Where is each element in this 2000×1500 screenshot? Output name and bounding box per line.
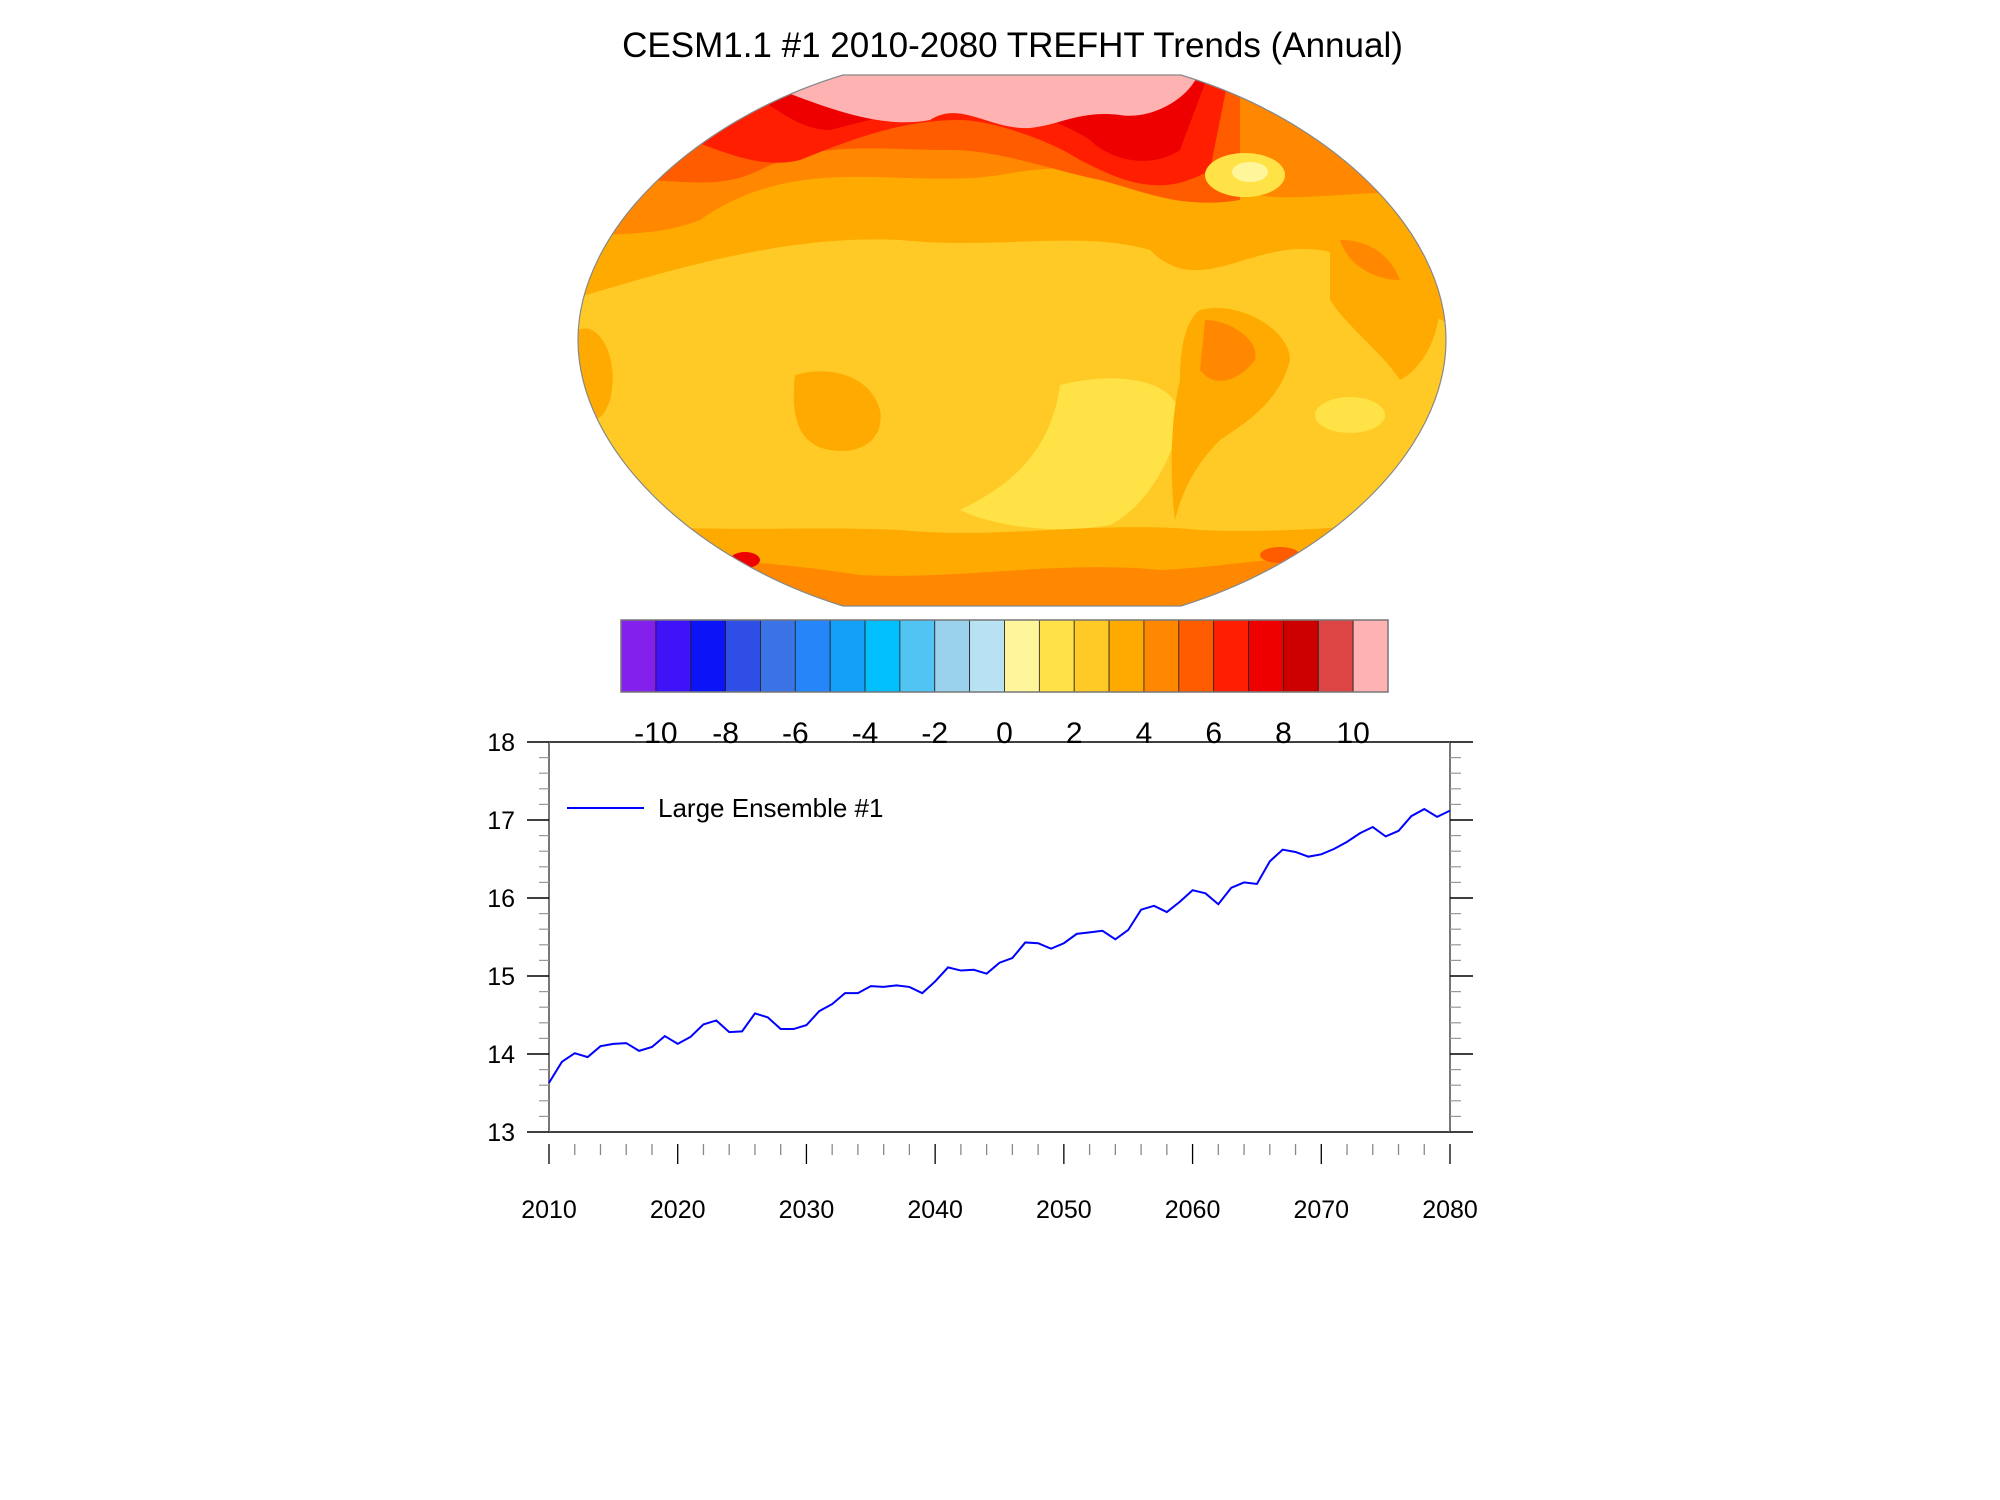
trend-map [578, 75, 1446, 606]
colorbar-box [1352, 619, 1389, 693]
y-tick-label: 18 [487, 729, 515, 757]
colorbar-tick-label: 4 [1136, 717, 1153, 750]
colorbar-box [1038, 619, 1075, 693]
y-tick-label: 15 [487, 963, 515, 991]
colorbar-box [1143, 619, 1180, 693]
colorbar-tick-label: 6 [1205, 717, 1222, 750]
x-tick-label: 2080 [1422, 1196, 1478, 1224]
x-tick-label: 2020 [650, 1196, 706, 1224]
colorbar-box [934, 619, 971, 693]
colorbar-box [1213, 619, 1249, 693]
colorbar-box [864, 619, 901, 693]
series-line [548, 807, 1451, 1084]
colorbar-box [1004, 619, 1040, 693]
y-tick-label: 14 [487, 1041, 515, 1069]
colorbar-box [620, 619, 657, 693]
colorbar: -10 -8 -6 -4 -2 0 2 4 6 8 10 [620, 619, 1389, 750]
map-outline [577, 74, 1447, 607]
colorbar-tick-label: -4 [852, 717, 879, 750]
colorbar-box [829, 619, 866, 693]
x-tick-label: 2070 [1293, 1196, 1349, 1224]
colorbar-box [1178, 619, 1215, 693]
figure-title: CESM1.1 #1 2010-2080 TREFHT Trends (Annu… [622, 26, 1403, 65]
colorbar-box [1108, 619, 1145, 693]
colorbar-tick-label: 2 [1066, 717, 1083, 750]
colorbar-box [655, 619, 692, 693]
legend-label: Large Ensemble #1 [658, 793, 883, 823]
y-tick-label: 13 [487, 1119, 515, 1147]
x-tick-label: 2050 [1036, 1196, 1092, 1224]
colorbar-tick-label: -2 [921, 717, 948, 750]
colorbar-tick-label: 0 [996, 717, 1013, 750]
colorbar-tick-label: 10 [1336, 717, 1369, 750]
colorbar-box [899, 619, 936, 693]
colorbar-box [1317, 619, 1354, 693]
x-tick-label: 2030 [779, 1196, 835, 1224]
colorbar-tick-label: -10 [634, 717, 677, 750]
map-region-east-pacific-light [960, 378, 1180, 530]
colorbar-box [794, 619, 831, 693]
map-region-africa-east [1330, 230, 1440, 380]
colorbar-box [1248, 619, 1284, 693]
colorbar-tick-label: -6 [782, 717, 809, 750]
colorbar-box [969, 619, 1005, 693]
colorbar-box [1073, 619, 1110, 693]
colorbar-tick-label: 8 [1275, 717, 1292, 750]
map-region-australia [793, 371, 881, 451]
colorbar-box [690, 619, 726, 693]
colorbar-frame [620, 619, 1389, 693]
y-tick-label: 17 [487, 807, 515, 835]
colorbar-box [725, 619, 761, 693]
x-tick-label: 2060 [1165, 1196, 1221, 1224]
colorbar-tick-label: -8 [712, 717, 739, 750]
colorbar-box [760, 619, 796, 693]
x-tick-label: 2010 [521, 1196, 577, 1224]
line-chart: 13 14 15 16 17 18 2010 2020 2030 2040 2050 2060 2070… [487, 729, 1478, 1224]
colorbar-box [1283, 619, 1319, 693]
y-tick-label: 16 [487, 885, 515, 913]
x-tick-label: 2040 [907, 1196, 963, 1224]
map-region-arctic-pink [780, 75, 1200, 129]
